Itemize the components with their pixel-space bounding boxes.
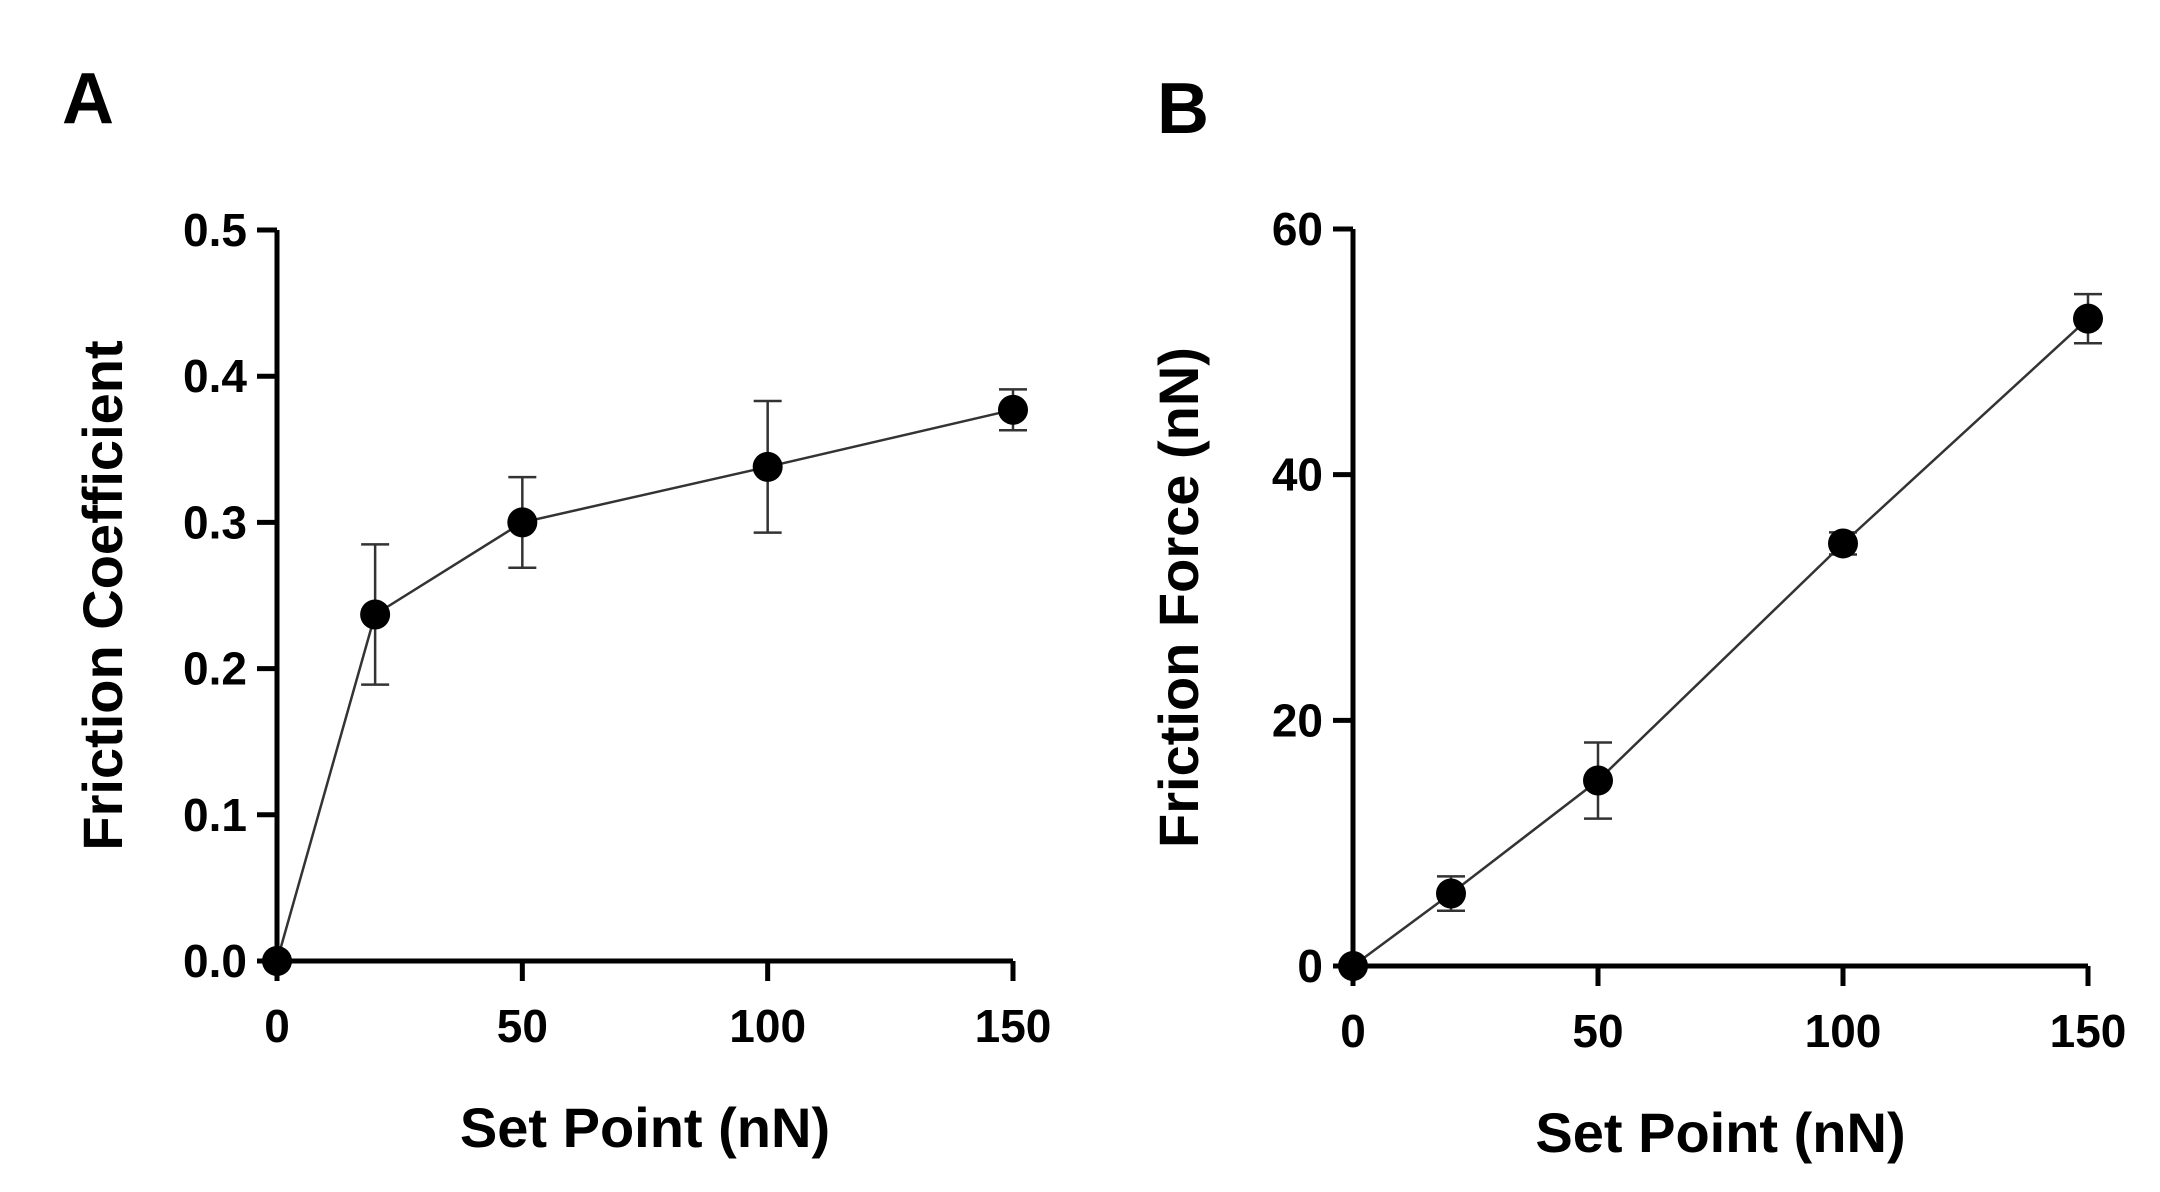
x-tick-label: 50: [1572, 1005, 1623, 1057]
data-point: [1583, 765, 1613, 796]
x-tick-label: 0: [264, 1000, 290, 1052]
data-point: [1338, 951, 1368, 981]
panel-b: B 0 20 40 60 0 50 100 150 Set Point (nN) Friction …: [1147, 69, 2126, 1164]
y-tick-label: 0: [1297, 940, 1323, 992]
panel-a: A 0.0 0.1 0.2 0.3 0.4 0.5 0 50 100 150 Set Point (n…: [62, 59, 1051, 1159]
x-tick-label: 150: [975, 1000, 1052, 1052]
y-tick-label: 0.4: [183, 350, 247, 402]
data-point: [1828, 528, 1858, 559]
y-tick-label: 20: [1272, 694, 1323, 746]
x-tick-label: 100: [729, 1000, 806, 1052]
series-line: [1352, 317, 2089, 968]
x-tick-label: 50: [497, 1000, 548, 1052]
x-axis-title: Set Point (nN): [460, 1096, 830, 1159]
panel-letter-a: A: [62, 59, 114, 139]
y-tick-label: 0.1: [183, 789, 247, 841]
panel-letter-b: B: [1157, 69, 1209, 149]
data-point: [360, 599, 391, 630]
y-tick-label: 0.3: [183, 496, 247, 548]
data-point: [752, 451, 783, 482]
data-point: [507, 507, 538, 538]
data-point: [2073, 303, 2103, 334]
x-tick-label: 100: [1805, 1005, 1882, 1057]
x-tick-label: 0: [1340, 1005, 1366, 1057]
y-tick-label: 60: [1272, 203, 1323, 255]
y-tick-label: 40: [1272, 449, 1323, 501]
y-tick-label: 0.0: [183, 935, 247, 987]
x-tick-label: 150: [2050, 1005, 2127, 1057]
data-point: [998, 394, 1028, 425]
y-tick-label: 0.2: [183, 643, 247, 695]
y-axis-title: Friction Coefficient: [71, 340, 134, 850]
data-point: [262, 946, 292, 976]
x-axis-title: Set Point (nN): [1535, 1101, 1905, 1164]
y-tick-label: 0.5: [183, 204, 247, 256]
data-point: [1436, 878, 1466, 909]
y-axis-title: Friction Force (nN): [1147, 347, 1210, 848]
